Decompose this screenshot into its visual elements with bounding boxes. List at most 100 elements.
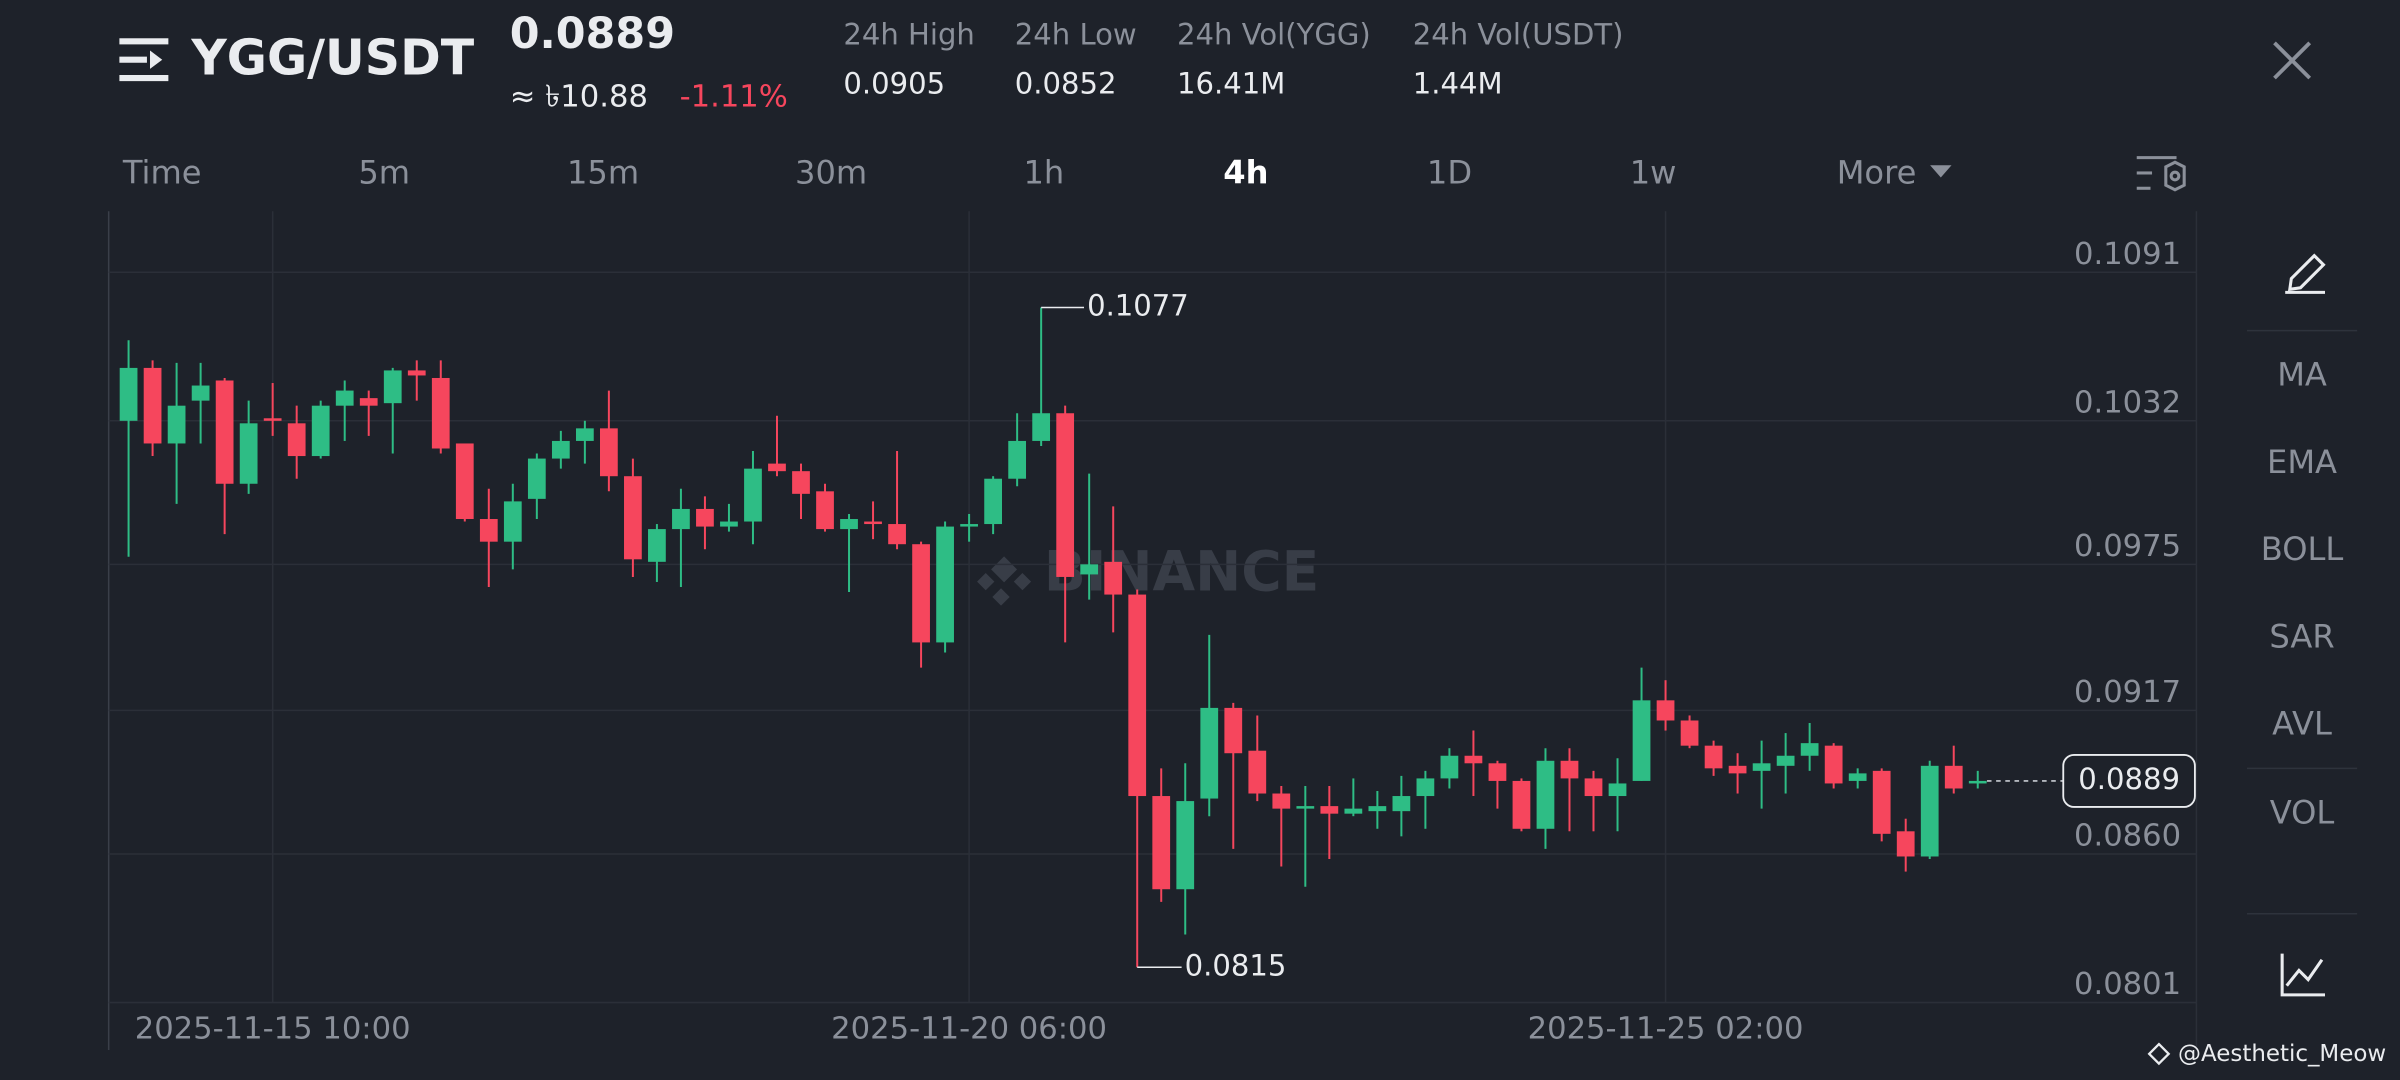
- candle-body: [696, 508, 714, 527]
- interval-tab[interactable]: 4h: [1223, 153, 1268, 191]
- candle-body: [1056, 413, 1075, 577]
- indicator-button[interactable]: EMA: [2267, 443, 2337, 481]
- candle-body: [1464, 755, 1483, 764]
- candle-body: [648, 529, 666, 562]
- candle-body: [335, 390, 354, 406]
- candle-body: [1512, 780, 1531, 829]
- candle-body: [1008, 440, 1027, 479]
- last-price: 0.0889: [510, 9, 675, 59]
- candle-body: [1104, 561, 1123, 595]
- candle-body: [1632, 700, 1651, 781]
- candle-body: [311, 405, 330, 457]
- watermark-logo: [977, 556, 1032, 606]
- candle-body: [720, 521, 738, 527]
- stat-label: 24h Vol(YGG): [1177, 18, 1371, 52]
- candle-body: [239, 423, 258, 484]
- menu-icon[interactable]: [119, 38, 169, 82]
- last-price-box: [2062, 753, 2196, 808]
- interval-tab[interactable]: Time: [122, 153, 202, 191]
- candle-body: [600, 428, 618, 477]
- candle-body: [431, 377, 450, 449]
- candle-body: [1488, 763, 1507, 781]
- candle-body: [1704, 745, 1723, 769]
- candle-body: [551, 440, 570, 459]
- interval-tab[interactable]: 5m: [358, 153, 410, 191]
- candle-body: [1248, 750, 1267, 794]
- candle-body: [1968, 780, 1987, 784]
- y-tick-label: 0.0801: [2074, 967, 2181, 1002]
- candle-body: [1200, 707, 1219, 799]
- candle-body: [1824, 745, 1843, 784]
- candle-body: [1656, 700, 1675, 721]
- stat-label: 24h High: [843, 18, 975, 52]
- candle-body: [816, 491, 834, 530]
- indicator-button[interactable]: AVL: [2272, 705, 2332, 743]
- candle-body: [1032, 413, 1051, 441]
- chart-type-icon[interactable]: [2280, 953, 2325, 997]
- candle-body: [1800, 743, 1819, 756]
- candle-body: [912, 544, 930, 643]
- candle-body: [1560, 760, 1579, 779]
- indicator-button[interactable]: MA: [2277, 356, 2327, 394]
- pair-title[interactable]: YGG/USDT: [190, 30, 474, 87]
- candle-body: [984, 478, 1002, 525]
- candle-body: [1608, 783, 1627, 797]
- candle-body: [1128, 594, 1147, 797]
- candle-body: [479, 519, 498, 542]
- interval-tab[interactable]: 30m: [795, 153, 867, 191]
- candle-body: [1152, 796, 1171, 890]
- y-tick-label: 0.1091: [2074, 237, 2181, 272]
- close-icon[interactable]: [2273, 41, 2312, 80]
- candle-body: [383, 370, 402, 404]
- draw-icon[interactable]: [2285, 253, 2326, 294]
- candle-body: [744, 468, 762, 522]
- candle-body: [936, 526, 954, 643]
- y-tick-label: 0.1032: [2074, 385, 2181, 420]
- y-tick-label: 0.0917: [2074, 675, 2181, 710]
- candle-body: [1224, 707, 1243, 754]
- candle-body: [768, 463, 786, 472]
- candle-body: [503, 501, 522, 542]
- stat-label: 24h Vol(USDT): [1413, 18, 1624, 52]
- candle-body: [215, 380, 234, 484]
- indicator-button[interactable]: SAR: [2269, 617, 2334, 655]
- candle-body: [407, 370, 426, 376]
- candle-body: [1368, 806, 1387, 812]
- candle-body: [455, 443, 474, 520]
- candle-body: [287, 423, 306, 457]
- x-tick-label: 2025-11-15 10:00: [135, 1012, 411, 1047]
- indicator-button[interactable]: VOL: [2270, 793, 2335, 831]
- y-tick-label: 0.0975: [2074, 529, 2181, 564]
- stat-value: 1.44M: [1413, 67, 1503, 101]
- settings-icon[interactable]: [2136, 156, 2186, 192]
- interval-tab[interactable]: More: [1837, 153, 1917, 191]
- candle-body: [1080, 564, 1099, 575]
- candle-body: [527, 458, 546, 499]
- candle-body: [1536, 760, 1555, 829]
- price-change: -1.11%: [680, 79, 788, 114]
- candle-body: [1440, 755, 1459, 779]
- candle-body: [1296, 806, 1315, 809]
- credit: @Aesthetic_Meow: [2178, 1041, 2386, 1067]
- candle-body: [888, 524, 906, 545]
- stat-value: 16.41M: [1177, 67, 1285, 101]
- high-marker-label: 0.1077: [1087, 288, 1189, 322]
- interval-tab[interactable]: 15m: [567, 153, 639, 191]
- stat-value: 0.0852: [1015, 67, 1117, 101]
- dropdown-arrow[interactable]: [1930, 165, 1952, 178]
- candle-body: [960, 524, 978, 527]
- interval-tab[interactable]: 1w: [1630, 153, 1677, 191]
- candle-body: [864, 521, 882, 525]
- candle-body: [143, 367, 162, 444]
- last-price-label: 0.0889: [2078, 762, 2180, 796]
- interval-tab[interactable]: 1D: [1427, 153, 1472, 191]
- candle-body: [359, 398, 378, 406]
- candle-body: [1896, 831, 1915, 857]
- x-tick-label: 2025-11-20 06:00: [831, 1012, 1107, 1047]
- candle-body: [1752, 763, 1771, 771]
- indicator-button[interactable]: BOLL: [2261, 530, 2344, 568]
- candle-body: [1944, 765, 1963, 789]
- interval-tab[interactable]: 1h: [1023, 153, 1064, 191]
